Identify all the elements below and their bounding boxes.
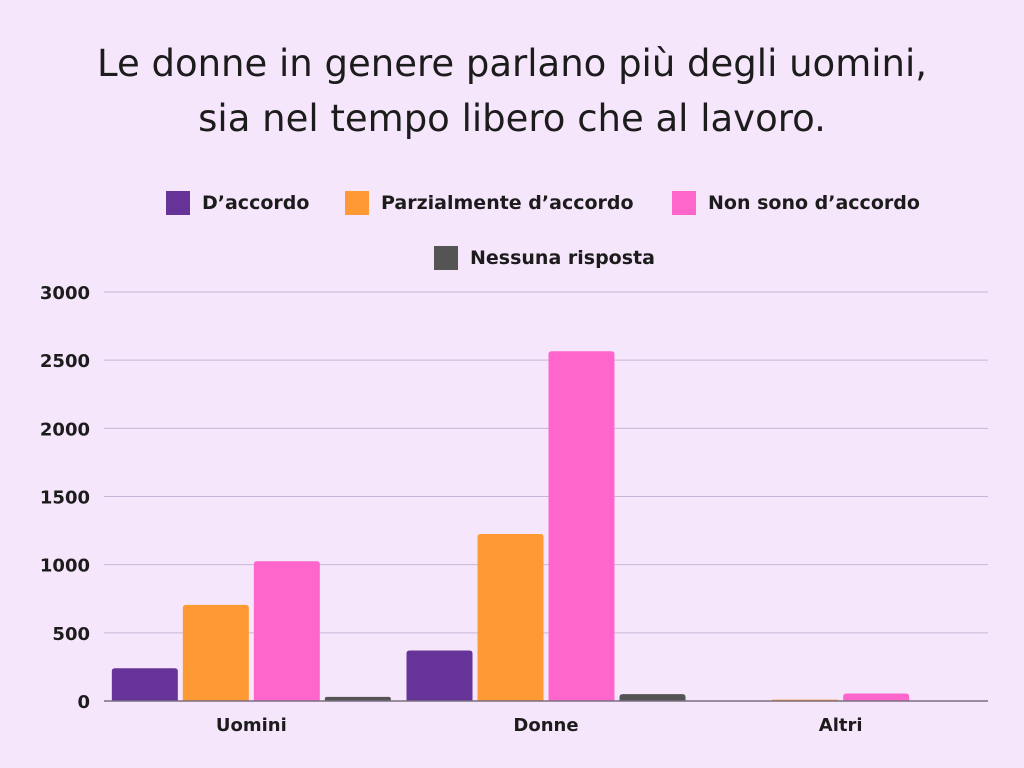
- y-tick-label-1500: 1500: [40, 488, 90, 509]
- grid-lines: [104, 291, 988, 634]
- legend-swatch-d-accordo: [166, 191, 190, 215]
- y-tick-label-3000: 3000: [40, 283, 90, 304]
- x-tick-label-donne: Donne: [513, 715, 578, 736]
- legend-label-non-sono-d-accordo: Non sono d’accordo: [708, 192, 920, 214]
- bars: [111, 351, 910, 701]
- legend-item-non-sono-d-accordo: Non sono d’accordo: [672, 191, 920, 215]
- bar-donne-series-3: [548, 351, 615, 701]
- bar-altri-series-3: [843, 693, 910, 701]
- legend-item-parzialmente-d-accordo: Parzialmente d’accordo: [345, 191, 634, 215]
- bar-uomini-series-4: [324, 696, 391, 701]
- bar-uomini-series-2: [182, 604, 249, 701]
- legend-label-nessuna-risposta: Nessuna risposta: [470, 247, 655, 269]
- y-tick-label-0: 0: [77, 692, 90, 713]
- y-tick-label-2000: 2000: [40, 419, 90, 440]
- x-tick-label-altri: Altri: [819, 715, 863, 736]
- legend-swatch-non-sono-d-accordo: [672, 191, 696, 215]
- bar-donne-series-1: [406, 650, 473, 701]
- chart-title-line-1: Le donne in genere parlano più degli uom…: [96, 42, 928, 85]
- y-tick-label-1000: 1000: [40, 556, 90, 577]
- bar-uomini-series-1: [111, 668, 178, 701]
- bar-donne-series-4: [619, 694, 686, 701]
- y-tick-label-500: 500: [52, 624, 90, 645]
- legend-item-nessuna-risposta: Nessuna risposta: [434, 246, 655, 270]
- bar-donne-series-2: [477, 533, 544, 701]
- x-tick-label-uomini: Uomini: [216, 715, 287, 736]
- chart-title-line-2: sia nel tempo libero che al lavoro.: [198, 97, 826, 140]
- axes: 0 500 1000 1500 2000 2500 3000 Uomini Donne Altri: [40, 283, 988, 736]
- legend-swatch-nessuna-risposta: [434, 246, 458, 270]
- legend-label-parzialmente-d-accordo: Parzialmente d’accordo: [381, 192, 634, 214]
- legend-label-d-accordo: D’accordo: [202, 192, 310, 214]
- chart-title: Le donne in genere parlano più degli uom…: [0, 36, 1024, 146]
- y-tick-label-2500: 2500: [40, 351, 90, 372]
- legend-swatch-parzialmente-d-accordo: [345, 191, 369, 215]
- bar-uomini-series-3: [253, 561, 320, 701]
- legend-item-d-accordo: D’accordo: [166, 191, 309, 215]
